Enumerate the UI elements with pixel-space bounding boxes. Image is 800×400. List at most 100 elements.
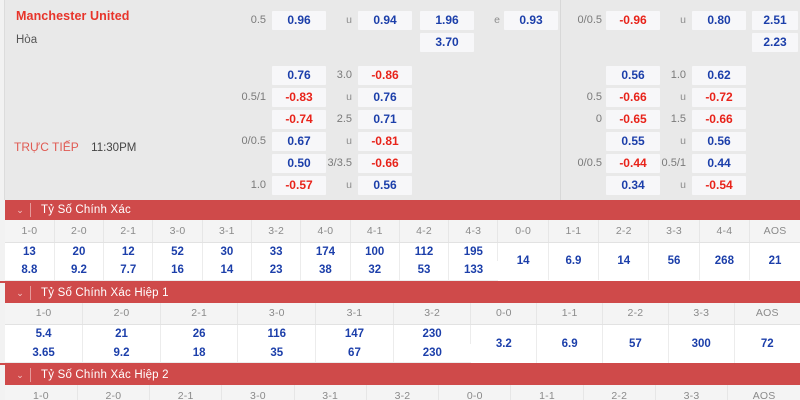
score-column-header: 2-0 xyxy=(77,385,151,400)
score-odd-cell[interactable]: 23 xyxy=(251,261,302,281)
ah-row3-home[interactable]: -0.83 xyxy=(272,88,326,107)
header-divider xyxy=(30,368,31,382)
ah-row2-home[interactable]: 0.76 xyxy=(272,66,326,85)
score-odd-cell[interactable]: 8.8 xyxy=(5,261,55,281)
ou2-row5-over[interactable]: 0.56 xyxy=(692,132,746,151)
score-column-header: 3-0 xyxy=(152,220,203,243)
score-column-header: 0-0 xyxy=(497,220,549,243)
ah-row7-home[interactable]: -0.57 xyxy=(272,176,326,195)
ah2-row5-home[interactable]: 0.55 xyxy=(606,132,660,151)
score-column-header: 2-0 xyxy=(54,220,105,243)
ou2-row3-over[interactable]: -0.72 xyxy=(692,88,746,107)
draw-odd-cell[interactable]: 14 xyxy=(497,242,549,280)
ah-row5-home[interactable]: 0.67 xyxy=(272,132,326,151)
score-odd-cell[interactable]: 5.4 xyxy=(5,324,84,344)
section-header-correct-score[interactable]: ⌄ Tỷ Số Chính Xác xyxy=(0,200,800,220)
score-odd-cell[interactable]: 230 xyxy=(393,324,472,344)
odds-1x2-home[interactable]: 1.96 xyxy=(420,11,474,30)
draw-odd-cell[interactable]: 6.9 xyxy=(548,242,600,280)
ou2-row1-over[interactable]: 0.80 xyxy=(692,11,746,30)
score-odd-cell[interactable]: 16 xyxy=(152,261,203,281)
ah2-row1-line: 0/0.5 xyxy=(577,14,602,26)
ou-row4-over[interactable]: 0.71 xyxy=(358,110,412,129)
score-odd-cell[interactable]: 174 xyxy=(300,242,351,261)
score-odd-cell[interactable]: 12 xyxy=(103,242,154,261)
score-odd-cell[interactable]: 21 xyxy=(82,324,161,344)
score-odd-cell[interactable]: 38 xyxy=(300,261,351,281)
draw-odd-cell[interactable]: 14 xyxy=(598,242,650,280)
ah2-row1-home[interactable]: -0.96 xyxy=(606,11,660,30)
score-odd-cell[interactable]: 20 xyxy=(54,242,105,261)
ah-row4-home[interactable]: -0.74 xyxy=(272,110,326,129)
score-odd-cell[interactable]: 52 xyxy=(152,242,203,261)
section-header-correct-score-second-half[interactable]: ⌄ Tỷ Số Chính Xác Hiệp 2 xyxy=(0,365,800,385)
ah2-row4-home[interactable]: -0.65 xyxy=(606,110,660,129)
score-odd-cell[interactable]: 9.2 xyxy=(82,343,161,363)
section-correct-score-first-half: ⌄ Tỷ Số Chính Xác Hiệp 1 1-0 2-0 2-1 3-0 3-1 3-… xyxy=(0,282,800,365)
score-odd-cell[interactable]: 18 xyxy=(160,343,239,363)
chevron-down-icon[interactable]: ⌄ xyxy=(16,287,24,298)
score-odd-cell[interactable]: 7.7 xyxy=(103,261,154,281)
score-odd-cell[interactable]: 100 xyxy=(350,242,400,261)
score-odd-cell[interactable]: 26 xyxy=(160,324,239,344)
draw-odd-cell[interactable]: 3.2 xyxy=(470,324,538,363)
section-correct-score-second-half: ⌄ Tỷ Số Chính Xác Hiệp 2 1-0 2-0 2-1 3-0 3-1 3-… xyxy=(0,365,800,400)
ou-row1-over[interactable]: 0.94 xyxy=(358,11,412,30)
score-odd-cell[interactable]: 230 xyxy=(393,343,471,363)
ou2-row7-over[interactable]: -0.54 xyxy=(692,176,746,195)
score-odd-cell[interactable]: 35 xyxy=(237,343,317,363)
odds-1x2-away[interactable]: 3.70 xyxy=(420,33,474,52)
score-odd-cell[interactable]: 116 xyxy=(237,324,317,344)
score-odd-cell[interactable]: 14 xyxy=(202,261,252,281)
score-column-header: 2-1 xyxy=(160,302,239,325)
chevron-down-icon[interactable]: ⌄ xyxy=(16,205,24,215)
ou2-row6-over[interactable]: 0.44 xyxy=(692,154,746,173)
ou-row5-over[interactable]: -0.81 xyxy=(358,132,412,151)
score-odd-cell[interactable]: 53 xyxy=(399,261,450,281)
draw-odd-cell[interactable]: 57 xyxy=(602,324,669,363)
score-column-header: 3-2 xyxy=(251,220,302,243)
odds2-1x2-home[interactable]: 2.51 xyxy=(752,11,798,30)
score-column-header: 2-2 xyxy=(598,220,650,243)
ou-row2-over[interactable]: -0.86 xyxy=(358,66,412,85)
score-column-header: 1-0 xyxy=(5,220,55,243)
ah2-row6-home[interactable]: -0.44 xyxy=(606,154,660,173)
score-odd-cell[interactable]: 3.65 xyxy=(5,343,84,363)
ou-row6-over[interactable]: -0.66 xyxy=(358,154,412,173)
score-odd-cell[interactable]: 33 xyxy=(251,242,302,261)
ou-row3-over[interactable]: 0.76 xyxy=(358,88,412,107)
ou2-row4-over[interactable]: -0.66 xyxy=(692,110,746,129)
ah2-row2-home[interactable]: 0.56 xyxy=(606,66,660,85)
draw-odd-cell[interactable]: 56 xyxy=(648,242,700,280)
draw-odd-cell[interactable]: 300 xyxy=(668,324,735,363)
draw-odd-cell[interactable]: 72 xyxy=(734,324,800,363)
section-footer-rule xyxy=(0,363,800,365)
score-odd-cell[interactable]: 195 xyxy=(448,242,499,261)
ou-row7-over[interactable]: 0.56 xyxy=(358,176,412,195)
odds2-1x2-away[interactable]: 2.23 xyxy=(752,33,798,52)
odds-1x2-draw[interactable]: 0.93 xyxy=(504,11,558,30)
draw-odd-cell[interactable]: 268 xyxy=(699,242,751,280)
score-odd-cell[interactable]: 13 xyxy=(5,242,55,261)
ah-row6-home[interactable]: 0.50 xyxy=(272,154,326,173)
score-odd-cell[interactable]: 67 xyxy=(315,343,394,363)
score-odd-cell[interactable]: 133 xyxy=(448,261,498,281)
score-column-header: 2-2 xyxy=(583,385,656,400)
team-name-home[interactable]: Manchester United xyxy=(16,9,130,23)
draw-odd-cell[interactable]: 21 xyxy=(749,242,800,280)
score-odd-cell[interactable]: 147 xyxy=(315,324,394,344)
score-column-header: 4-2 xyxy=(399,220,450,243)
ou2-row2-over[interactable]: 0.62 xyxy=(692,66,746,85)
ah-row1-home[interactable]: 0.96 xyxy=(272,11,326,30)
ah2-row7-home[interactable]: 0.34 xyxy=(606,176,660,195)
score-odd-cell[interactable]: 9.2 xyxy=(54,261,105,281)
section-header-correct-score-first-half[interactable]: ⌄ Tỷ Số Chính Xác Hiệp 1 xyxy=(0,282,800,303)
ou-row3-mark: u xyxy=(346,91,352,103)
score-odd-cell[interactable]: 30 xyxy=(202,242,252,261)
chevron-down-icon[interactable]: ⌄ xyxy=(16,370,24,380)
score-odd-cell[interactable]: 112 xyxy=(399,242,450,261)
ah2-row3-home[interactable]: -0.66 xyxy=(606,88,660,107)
score-odd-cell[interactable]: 32 xyxy=(350,261,400,281)
score-column-header: 4-1 xyxy=(350,220,400,243)
draw-odd-cell[interactable]: 6.9 xyxy=(536,324,604,363)
